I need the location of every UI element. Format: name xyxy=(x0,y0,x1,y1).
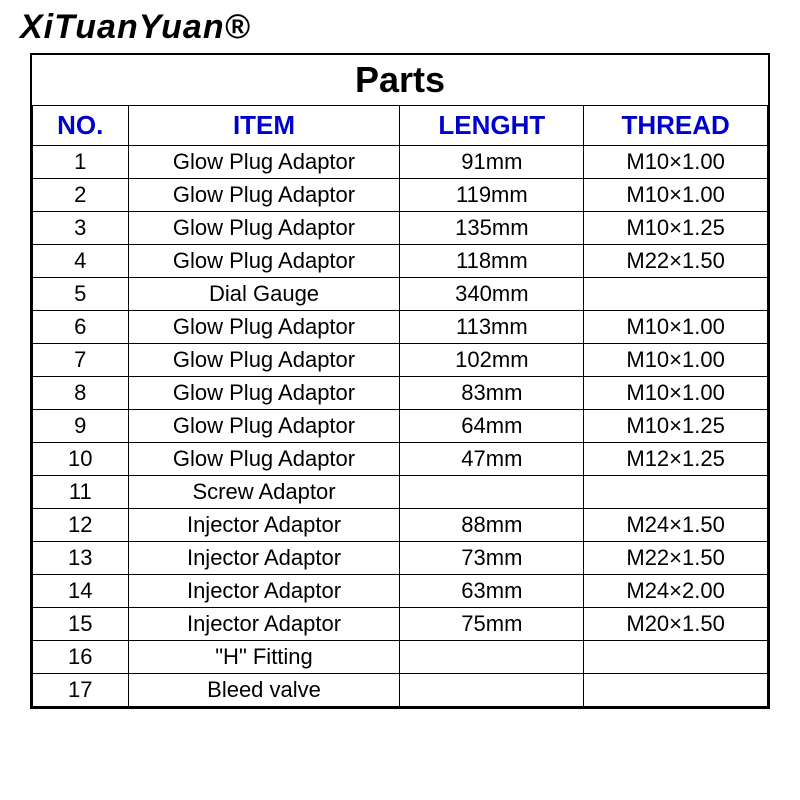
table-row: 4Glow Plug Adaptor118mmM22×1.50 xyxy=(33,245,768,278)
table-row: 5Dial Gauge340mm xyxy=(33,278,768,311)
table-cell: Bleed valve xyxy=(128,674,400,707)
table-cell: 9 xyxy=(33,410,129,443)
table-body: 1Glow Plug Adaptor91mmM10×1.002Glow Plug… xyxy=(33,146,768,707)
table-cell: M10×1.00 xyxy=(584,344,768,377)
parts-table-wrapper: Parts NO. ITEM LENGHT THREAD 1Glow Plug … xyxy=(30,53,770,709)
table-cell: M10×1.25 xyxy=(584,410,768,443)
table-cell: Glow Plug Adaptor xyxy=(128,146,400,179)
table-cell: 2 xyxy=(33,179,129,212)
table-row: 12Injector Adaptor88mmM24×1.50 xyxy=(33,509,768,542)
table-cell: Glow Plug Adaptor xyxy=(128,410,400,443)
table-cell: Dial Gauge xyxy=(128,278,400,311)
table-cell: M20×1.50 xyxy=(584,608,768,641)
table-cell xyxy=(584,641,768,674)
table-row: 16"H" Fitting xyxy=(33,641,768,674)
table-cell: M10×1.25 xyxy=(584,212,768,245)
table-cell: 102mm xyxy=(400,344,584,377)
table-row: 9Glow Plug Adaptor64mmM10×1.25 xyxy=(33,410,768,443)
table-cell xyxy=(400,476,584,509)
table-cell: 4 xyxy=(33,245,129,278)
col-header-no: NO. xyxy=(33,106,129,146)
col-header-item: ITEM xyxy=(128,106,400,146)
table-cell: M22×1.50 xyxy=(584,245,768,278)
table-cell: M10×1.00 xyxy=(584,377,768,410)
table-cell: M24×1.50 xyxy=(584,509,768,542)
table-cell: Injector Adaptor xyxy=(128,608,400,641)
parts-table: Parts NO. ITEM LENGHT THREAD 1Glow Plug … xyxy=(32,55,768,707)
table-cell: Injector Adaptor xyxy=(128,575,400,608)
table-title-row: Parts xyxy=(33,55,768,106)
table-cell: 73mm xyxy=(400,542,584,575)
table-cell: 64mm xyxy=(400,410,584,443)
table-row: 14Injector Adaptor63mmM24×2.00 xyxy=(33,575,768,608)
table-row: 1Glow Plug Adaptor91mmM10×1.00 xyxy=(33,146,768,179)
table-cell: M10×1.00 xyxy=(584,311,768,344)
table-cell: 88mm xyxy=(400,509,584,542)
table-row: 15Injector Adaptor75mmM20×1.50 xyxy=(33,608,768,641)
table-cell: Glow Plug Adaptor xyxy=(128,212,400,245)
table-cell: 12 xyxy=(33,509,129,542)
table-cell: M10×1.00 xyxy=(584,146,768,179)
table-row: 10Glow Plug Adaptor47mmM12×1.25 xyxy=(33,443,768,476)
table-cell: 13 xyxy=(33,542,129,575)
table-cell: 1 xyxy=(33,146,129,179)
table-cell: M10×1.00 xyxy=(584,179,768,212)
table-cell: Glow Plug Adaptor xyxy=(128,179,400,212)
table-row: 7Glow Plug Adaptor102mmM10×1.00 xyxy=(33,344,768,377)
table-cell: 7 xyxy=(33,344,129,377)
table-cell xyxy=(584,278,768,311)
table-cell: 15 xyxy=(33,608,129,641)
table-cell: M12×1.25 xyxy=(584,443,768,476)
table-cell: 113mm xyxy=(400,311,584,344)
table-cell: 63mm xyxy=(400,575,584,608)
table-cell: Glow Plug Adaptor xyxy=(128,344,400,377)
table-cell: 340mm xyxy=(400,278,584,311)
table-row: 17Bleed valve xyxy=(33,674,768,707)
table-cell: 10 xyxy=(33,443,129,476)
table-cell: 8 xyxy=(33,377,129,410)
table-row: 6Glow Plug Adaptor113mmM10×1.00 xyxy=(33,311,768,344)
table-cell: Glow Plug Adaptor xyxy=(128,377,400,410)
table-cell: Glow Plug Adaptor xyxy=(128,443,400,476)
col-header-thread: THREAD xyxy=(584,106,768,146)
table-cell xyxy=(584,476,768,509)
table-cell xyxy=(400,674,584,707)
table-cell: 14 xyxy=(33,575,129,608)
table-cell: M24×2.00 xyxy=(584,575,768,608)
table-cell: 3 xyxy=(33,212,129,245)
table-cell: Screw Adaptor xyxy=(128,476,400,509)
col-header-length: LENGHT xyxy=(400,106,584,146)
table-title: Parts xyxy=(33,55,768,106)
table-cell xyxy=(400,641,584,674)
table-row: 13Injector Adaptor73mmM22×1.50 xyxy=(33,542,768,575)
table-cell: M22×1.50 xyxy=(584,542,768,575)
table-cell: 75mm xyxy=(400,608,584,641)
table-cell: 47mm xyxy=(400,443,584,476)
table-cell: Glow Plug Adaptor xyxy=(128,311,400,344)
table-cell: Glow Plug Adaptor xyxy=(128,245,400,278)
table-cell xyxy=(584,674,768,707)
table-cell: 6 xyxy=(33,311,129,344)
table-cell: 11 xyxy=(33,476,129,509)
table-row: 11Screw Adaptor xyxy=(33,476,768,509)
table-row: 8Glow Plug Adaptor83mmM10×1.00 xyxy=(33,377,768,410)
table-cell: 119mm xyxy=(400,179,584,212)
table-cell: 135mm xyxy=(400,212,584,245)
table-cell: 17 xyxy=(33,674,129,707)
table-header-row: NO. ITEM LENGHT THREAD xyxy=(33,106,768,146)
table-cell: "H" Fitting xyxy=(128,641,400,674)
table-cell: 16 xyxy=(33,641,129,674)
table-row: 3Glow Plug Adaptor135mmM10×1.25 xyxy=(33,212,768,245)
table-cell: Injector Adaptor xyxy=(128,542,400,575)
table-cell: Injector Adaptor xyxy=(128,509,400,542)
table-cell: 5 xyxy=(33,278,129,311)
table-cell: 83mm xyxy=(400,377,584,410)
table-cell: 91mm xyxy=(400,146,584,179)
brand-logo: XiTuanYuan® xyxy=(20,8,770,47)
table-cell: 118mm xyxy=(400,245,584,278)
table-row: 2Glow Plug Adaptor119mmM10×1.00 xyxy=(33,179,768,212)
